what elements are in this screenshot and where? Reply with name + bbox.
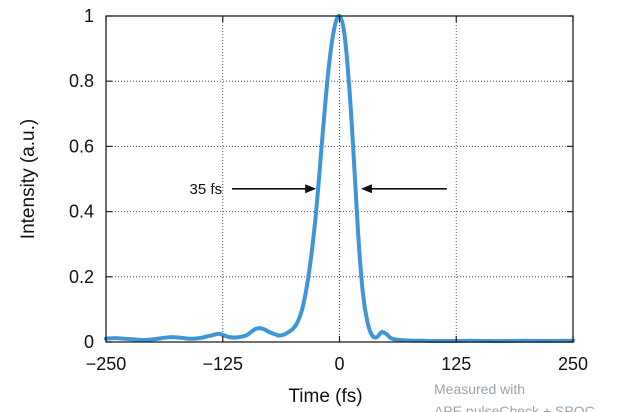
x-tick-label: −125	[202, 354, 243, 374]
grid-lines	[106, 16, 573, 342]
x-tick-label: 0	[334, 354, 344, 374]
tick-marks	[105, 15, 574, 343]
fwhm-arrowhead-right	[360, 184, 372, 194]
fwhm-arrowhead-left	[305, 184, 317, 194]
y-tick-label: 0.2	[69, 267, 94, 287]
annotations: 35 fs	[190, 181, 447, 198]
x-tick-label: 250	[558, 354, 588, 374]
y-axis-label: Intensity (a.u.)	[18, 119, 39, 239]
credit-line-2: APE pulseCheck + SPOC	[434, 403, 595, 412]
x-tick-labels: −250 −125 0 125 250	[86, 354, 588, 374]
x-tick-label: −250	[86, 354, 127, 374]
y-tick-label: 0.8	[69, 71, 94, 91]
credit-line-1: Measured with	[434, 381, 525, 397]
fwhm-label: 35 fs	[190, 181, 223, 198]
y-tick-label: 0.4	[69, 202, 94, 222]
y-tick-labels: 0 0.2 0.4 0.6 0.8 1	[69, 6, 94, 352]
series-line	[104, 13, 575, 344]
x-tick-label: 125	[441, 354, 471, 374]
y-tick-label: 0	[84, 332, 94, 352]
y-tick-label: 0.6	[69, 136, 94, 156]
y-tick-label: 1	[84, 6, 94, 26]
x-axis-label: Time (fs)	[288, 386, 362, 407]
